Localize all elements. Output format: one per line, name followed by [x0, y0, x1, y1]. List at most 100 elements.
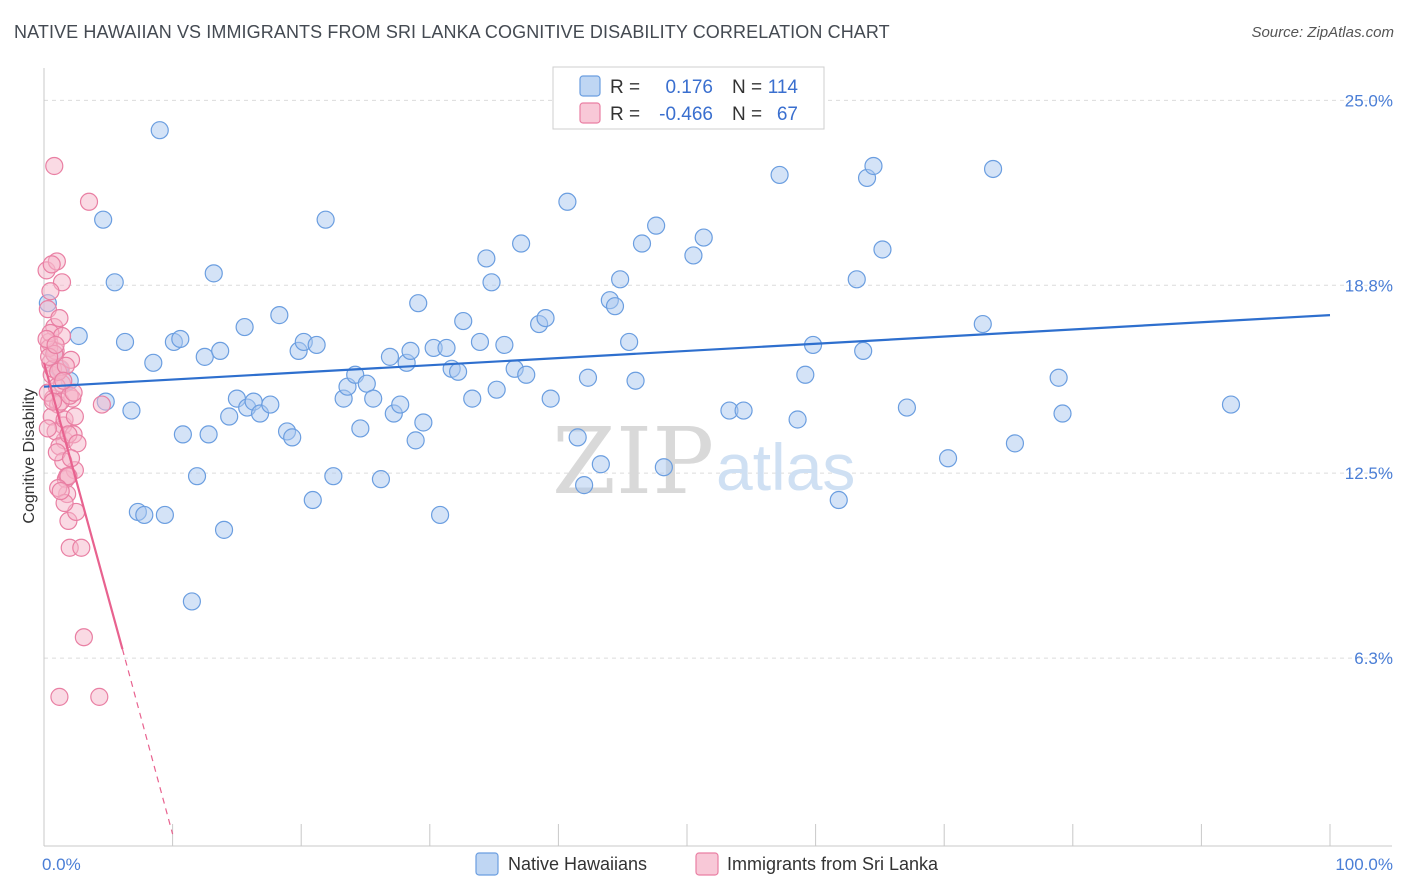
- point-sri-lanka-64: [41, 282, 60, 301]
- point-native-hawaiians-20: [195, 347, 214, 366]
- point-sri-lanka-49: [50, 687, 69, 706]
- x-tick-label-0: 0.0%: [42, 855, 81, 874]
- point-native-hawaiians-99: [864, 156, 883, 176]
- point-native-hawaiians-32: [270, 306, 289, 325]
- point-native-hawaiians-87: [684, 246, 703, 265]
- point-native-hawaiians-86: [654, 458, 673, 477]
- watermark-atlas: atlas: [716, 430, 855, 504]
- point-native-hawaiians-101: [897, 398, 917, 417]
- point-native-hawaiians-57: [430, 505, 450, 525]
- point-native-hawaiians-67: [495, 335, 514, 355]
- point-sri-lanka-60: [38, 419, 57, 438]
- point-native-hawaiians-39: [316, 210, 335, 229]
- point-native-hawaiians-38: [307, 335, 326, 355]
- point-native-hawaiians-108: [1221, 395, 1241, 414]
- legend-n-label-2: N =: [732, 104, 762, 125]
- legend-n-value-2: 67: [777, 104, 798, 125]
- point-native-hawaiians-48: [380, 347, 400, 366]
- point-native-hawaiians-70: [517, 365, 536, 384]
- trend-line-0: [43, 314, 1331, 388]
- legend-label-immigrants-sri-lanka: Immigrants from Sri Lanka: [727, 854, 939, 874]
- point-native-hawaiians-78: [591, 455, 610, 474]
- point-native-hawaiians-106: [1049, 368, 1068, 387]
- y-tick-label-0: 6.3%: [1354, 649, 1393, 668]
- point-native-hawaiians-104: [973, 314, 992, 334]
- watermark-zip: ZIP: [552, 408, 714, 515]
- point-native-hawaiians-80: [605, 297, 625, 316]
- point-native-hawaiians-53: [406, 431, 425, 450]
- point-sri-lanka-57: [42, 255, 61, 274]
- point-native-hawaiians-23: [211, 341, 230, 361]
- point-native-hawaiians-58: [437, 338, 456, 358]
- point-native-hawaiians-84: [632, 234, 652, 253]
- point-native-hawaiians-14: [155, 505, 174, 525]
- point-native-hawaiians-73: [541, 389, 560, 408]
- point-native-hawaiians-74: [558, 192, 577, 211]
- point-native-hawaiians-46: [364, 389, 383, 408]
- point-native-hawaiians-24: [214, 520, 234, 539]
- y-axis-label: Cognitive Disability: [21, 388, 38, 523]
- x-tick-labels: 0.0% 100.0%: [42, 855, 1393, 874]
- point-native-hawaiians-90: [734, 401, 753, 420]
- legend-r-label-2: R =: [610, 104, 640, 125]
- point-native-hawaiians-55: [414, 413, 433, 432]
- y-tick-label-1: 12.5%: [1345, 464, 1393, 483]
- axes-layer: [43, 68, 1392, 847]
- point-native-hawaiians-61: [454, 311, 473, 331]
- point-native-hawaiians-16: [171, 329, 190, 349]
- point-native-hawaiians-65: [482, 273, 501, 292]
- point-native-hawaiians-100: [873, 240, 892, 259]
- y-tick-label-2: 18.8%: [1345, 276, 1393, 295]
- point-native-hawaiians-77: [578, 368, 598, 387]
- legend-swatch-pink: [579, 102, 601, 124]
- point-native-hawaiians-62: [463, 389, 482, 408]
- point-sri-lanka-47: [90, 687, 109, 706]
- legend-label-native-hawaiians: Native Hawaiians: [508, 854, 647, 874]
- point-native-hawaiians-19: [187, 467, 207, 486]
- x-tick-label-1: 100.0%: [1335, 855, 1393, 874]
- point-native-hawaiians-31: [261, 395, 280, 414]
- legend-swatch-native-hawaiians: [475, 852, 499, 876]
- chart-source: Source: ZipAtlas.com: [1251, 24, 1394, 41]
- series-legend: Native Hawaiians Immigrants from Sri Lan…: [475, 852, 939, 876]
- point-native-hawaiians-8: [115, 332, 135, 352]
- point-sri-lanka-10: [50, 308, 69, 328]
- point-native-hawaiians-25: [220, 407, 239, 426]
- point-sri-lanka-65: [51, 481, 70, 501]
- point-native-hawaiians-88: [694, 228, 713, 247]
- point-native-hawaiians-54: [409, 294, 428, 313]
- point-sri-lanka-45: [74, 628, 93, 647]
- point-native-hawaiians-60: [448, 362, 468, 381]
- point-sri-lanka-44: [72, 538, 91, 557]
- point-native-hawaiians-63: [470, 332, 490, 352]
- point-sri-lanka-46: [79, 192, 99, 211]
- point-native-hawaiians-76: [575, 476, 594, 495]
- point-native-hawaiians-5: [94, 210, 113, 229]
- grid-layer: [44, 99, 1392, 659]
- point-native-hawaiians-44: [351, 419, 370, 438]
- point-sri-lanka-66: [65, 407, 84, 426]
- legend-r-value-2: -0.466: [659, 104, 713, 125]
- point-native-hawaiians-66: [487, 380, 506, 399]
- point-native-hawaiians-75: [568, 428, 587, 447]
- trend-lines: [42, 314, 1331, 835]
- legend-swatch-immigrants-sri-lanka: [695, 852, 719, 876]
- point-native-hawaiians-81: [611, 270, 630, 289]
- point-native-hawaiians-69: [512, 234, 531, 253]
- legend-n-label-1: N =: [732, 77, 762, 98]
- point-native-hawaiians-85: [647, 216, 666, 235]
- point-native-hawaiians-47: [371, 470, 391, 489]
- point-native-hawaiians-27: [235, 317, 254, 337]
- point-native-hawaiians-40: [324, 467, 343, 486]
- point-sri-lanka-50: [45, 156, 64, 176]
- point-sri-lanka-40: [56, 356, 75, 375]
- point-native-hawaiians-95: [829, 490, 848, 510]
- point-sri-lanka-48: [92, 395, 111, 414]
- chart-title: NATIVE HAWAIIAN VS IMMIGRANTS FROM SRI L…: [14, 22, 890, 42]
- y-tick-labels: 6.3% 12.5% 18.8% 25.0%: [1345, 91, 1393, 668]
- point-native-hawaiians-72: [536, 308, 555, 328]
- point-native-hawaiians-105: [1005, 434, 1025, 453]
- point-native-hawaiians-92: [788, 410, 807, 429]
- point-native-hawaiians-107: [1053, 404, 1072, 423]
- point-native-hawaiians-17: [173, 425, 192, 444]
